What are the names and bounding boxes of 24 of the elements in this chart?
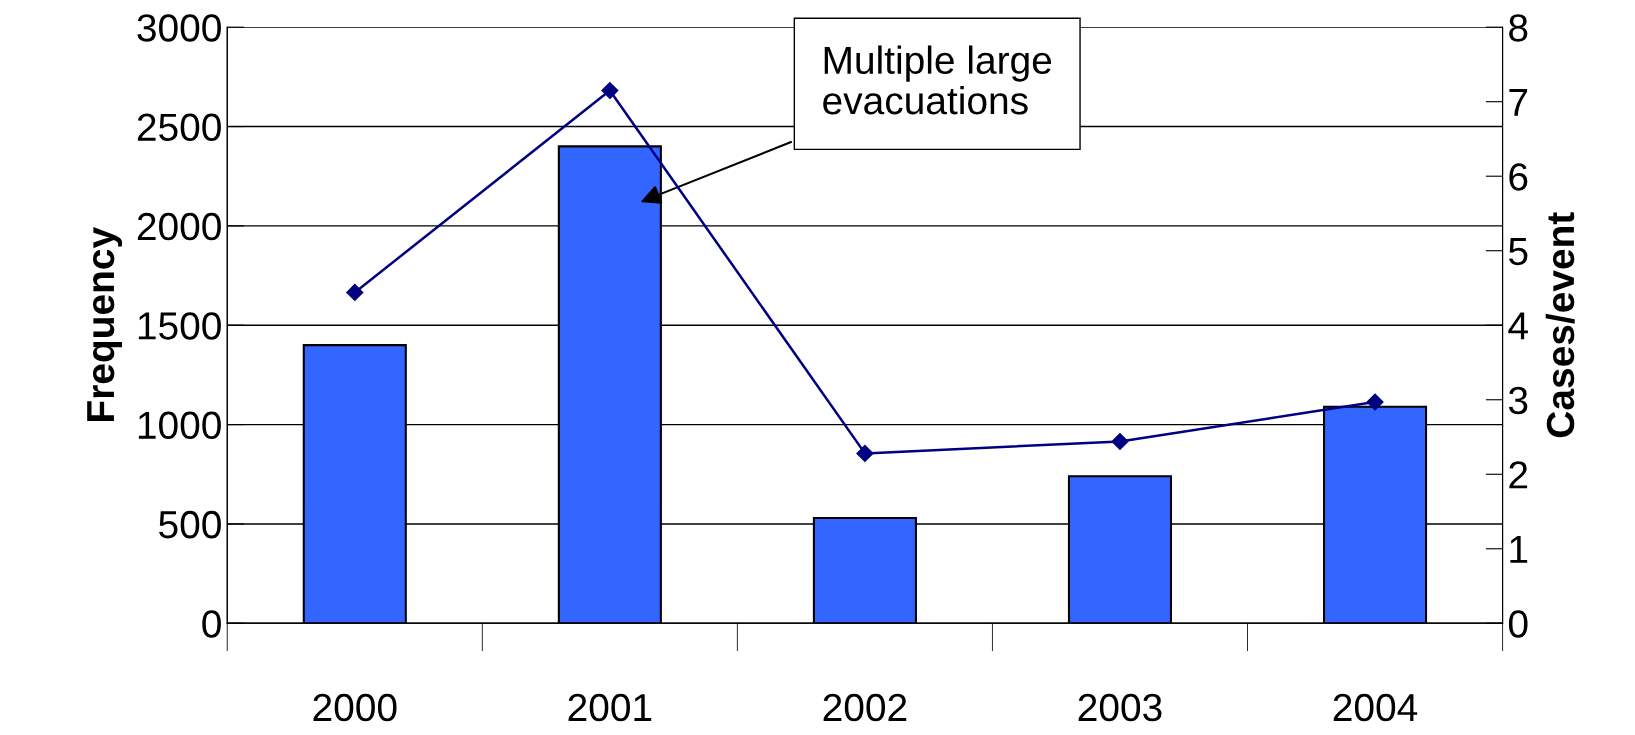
x-tick-label: 2001 [568,693,652,722]
y2-axis-title: Cases/event [1545,212,1575,438]
x-tick-label: 2002 [823,693,907,722]
y2-tick-label: 7 [1509,89,1528,116]
y-tick-label: 0 [202,610,221,638]
y-axis-title: Frequency [87,227,123,421]
x-tick-label: 2000 [313,693,397,722]
y2-tick-label: 0 [1508,610,1528,638]
x-tick-label: 2004 [1333,693,1418,722]
y-tick-label: 2000 [137,212,221,241]
y2-tick-label: 8 [1509,14,1528,42]
y-tick-label: 500 [159,510,221,539]
y-tick-label: 2500 [137,113,221,142]
y2-tick-label: 3 [1508,386,1528,415]
annotation: Multiple large evacuations [823,45,1052,115]
y-tick-label: 1500 [138,312,221,340]
x-tick-label: 2003 [1078,693,1162,722]
y2-tick-label: 6 [1509,163,1528,191]
y2-tick-label: 4 [1508,312,1528,340]
y-tick-label: 3000 [137,14,221,42]
y2-tick-label: 2 [1509,461,1528,489]
y2-tick-label: 1 [1510,536,1528,563]
y-tick-label: 1000 [138,411,221,440]
y2-tick-label: 5 [1508,238,1528,266]
